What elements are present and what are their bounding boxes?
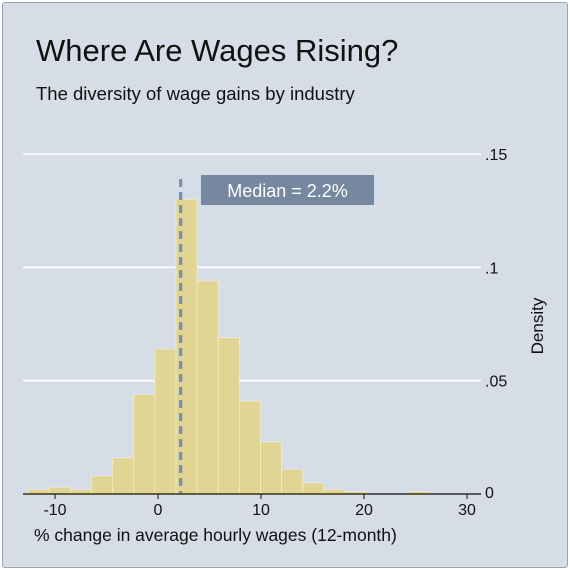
x-tick-label: 20 [355, 502, 373, 519]
histogram-bar [217, 337, 240, 495]
histogram-bar [196, 280, 219, 495]
histogram-bar [238, 400, 261, 495]
y-tick-label: 0 [485, 485, 494, 502]
x-axis-title: % change in average hourly wages (12-mon… [34, 525, 397, 545]
chart-subtitle: The diversity of wage gains by industry [36, 83, 355, 104]
histogram-bar [91, 475, 114, 495]
y-tick-label: .15 [485, 147, 507, 164]
histogram-bar [175, 198, 198, 495]
x-tick-label: 0 [154, 502, 163, 519]
histogram-bar [260, 441, 282, 495]
x-tick-label: -10 [43, 502, 66, 519]
y-tick-label: .1 [485, 260, 498, 277]
histogram-bar [323, 489, 346, 495]
x-tick-label: 30 [458, 502, 476, 519]
histogram-bar [154, 348, 177, 495]
histogram-bar [112, 457, 135, 495]
median-label-box [201, 175, 374, 205]
y-axis-title: Density [528, 297, 547, 354]
histogram-bar [70, 489, 92, 495]
histogram-chart: -10 0 10 20 30 0 .05 .1 .15 Median = 2.2% Density%… [23, 147, 547, 545]
y-tick-label: .05 [485, 374, 507, 391]
histogram-bar [302, 482, 325, 495]
histogram-bar [133, 393, 156, 495]
histogram-bar [48, 486, 71, 495]
chart-title: Where Are Wages Rising? [36, 33, 399, 68]
x-tick-label: 10 [252, 502, 270, 519]
histogram-bar [27, 489, 50, 495]
histogram-bar [281, 468, 304, 495]
median-label: Median = 2.2% [227, 181, 348, 201]
